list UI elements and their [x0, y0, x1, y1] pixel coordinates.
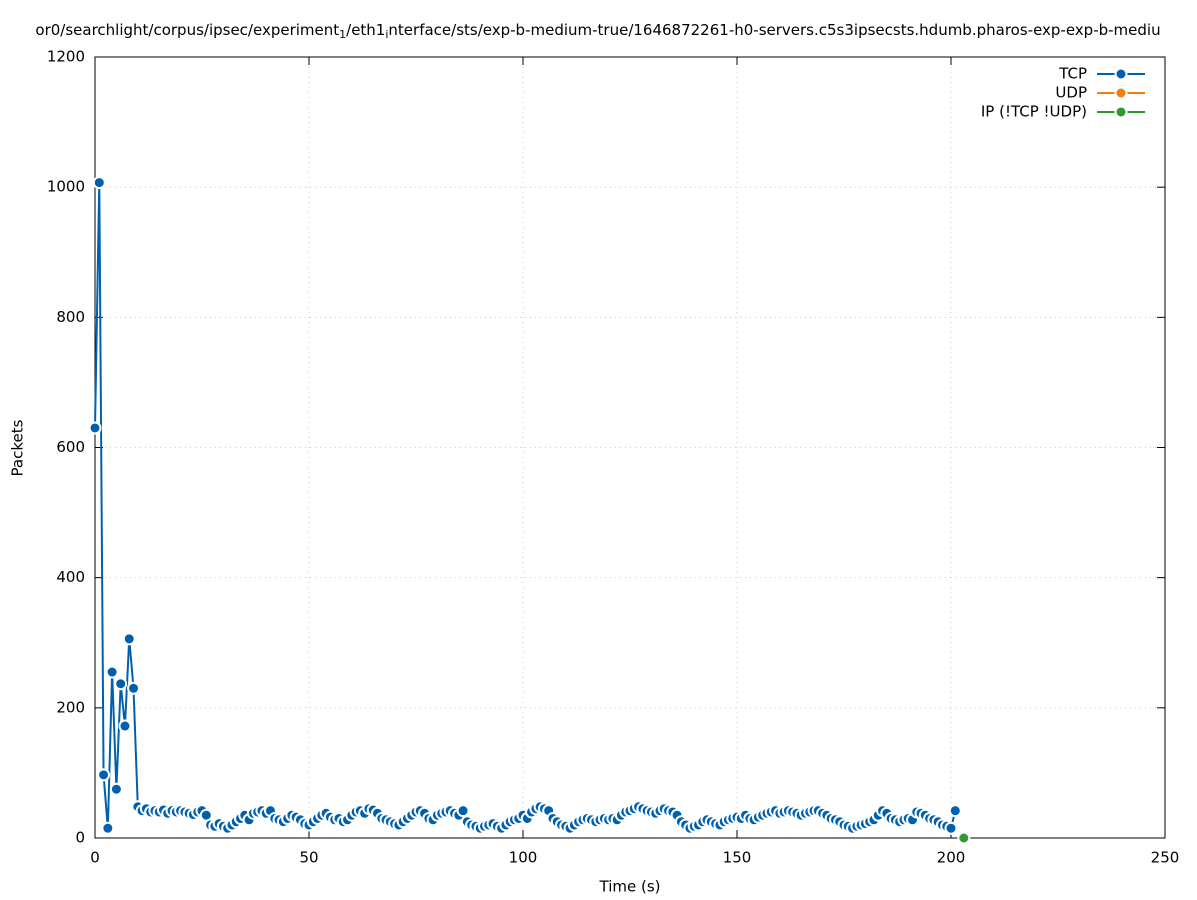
x-tick-label: 0	[90, 849, 100, 867]
y-tick-label: 200	[56, 698, 85, 716]
data-point	[122, 632, 136, 646]
title-subscript: i	[385, 28, 388, 41]
legend-label: TCP	[1058, 65, 1087, 83]
title-subscript: 1	[339, 28, 346, 41]
y-tick-label: 400	[56, 568, 85, 586]
x-tick-label: 50	[299, 849, 318, 867]
data-point	[948, 804, 962, 818]
title-part: or0/searchlight/corpus/ipsec/experiment	[35, 21, 339, 39]
data-point	[101, 821, 115, 835]
x-tick-label: 250	[1151, 849, 1180, 867]
title-part: /eth1	[346, 21, 385, 39]
legend-marker	[1114, 105, 1128, 119]
data-point	[944, 821, 958, 835]
data-point	[456, 804, 470, 818]
legend-label: IP (!TCP !UDP)	[981, 103, 1087, 121]
y-tick-label: 600	[56, 438, 85, 456]
legend-marker	[1114, 67, 1128, 81]
y-tick-label: 1000	[47, 178, 85, 196]
data-point	[127, 681, 141, 695]
y-axis-label: Packets	[9, 419, 27, 476]
data-point	[118, 719, 132, 733]
legend-label: UDP	[1055, 84, 1087, 102]
series-line	[94, 182, 957, 830]
x-tick-label: 150	[723, 849, 752, 867]
chart-title: or0/searchlight/corpus/ipsec/experiment1…	[35, 21, 1160, 42]
title-part: nterface/sts/exp-b-medium-true/164687226…	[388, 21, 1160, 39]
data-point	[114, 677, 128, 691]
x-tick-label: 200	[937, 849, 966, 867]
legend-marker	[1114, 86, 1128, 100]
data-point	[957, 831, 971, 845]
data-point	[92, 176, 106, 190]
grid	[94, 56, 1166, 839]
y-tick-label: 800	[56, 308, 85, 326]
x-tick-label: 100	[509, 849, 538, 867]
data-point	[97, 768, 111, 782]
x-axis-label: Time (s)	[599, 878, 661, 896]
y-tick-label: 0	[75, 829, 85, 847]
data-point	[105, 665, 119, 679]
data-point	[88, 421, 102, 435]
data-point	[109, 782, 123, 796]
y-tick-label: 1200	[47, 48, 85, 66]
